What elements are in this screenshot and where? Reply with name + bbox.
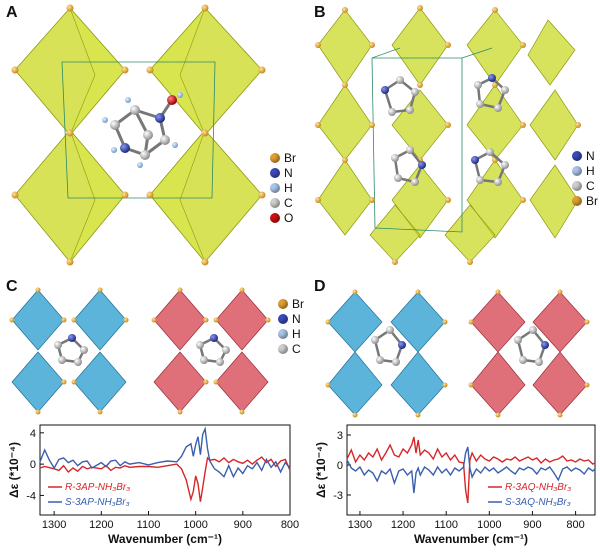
x-axis-title: Wavenumber (cm⁻¹) (414, 532, 528, 546)
legend-label: N (284, 165, 293, 180)
atom-ball-icon (572, 150, 582, 161)
legend-label: H (292, 326, 301, 341)
legend-item: H (270, 180, 296, 195)
atom-ball-icon (278, 343, 288, 354)
atom-ball-icon (270, 212, 280, 223)
legend-item: Br (572, 193, 598, 208)
legend-item: Br (270, 150, 296, 165)
x-tick-label: 1000 (477, 519, 501, 531)
plot-frame (346, 424, 596, 516)
y-tick-label: -4 (26, 490, 36, 502)
legend-item: O (270, 210, 296, 225)
legend-label: Br (586, 193, 598, 208)
legend-label: N (586, 148, 595, 163)
legend-label: N (292, 311, 301, 326)
series-legend-label: R-3AQ-NH₃Br₃ (505, 482, 571, 493)
panel-d-red-structure (468, 289, 590, 418)
legend-item: N (572, 148, 598, 163)
legend-label: H (586, 163, 595, 178)
atom-ball-icon (572, 165, 582, 176)
series-line-0 (346, 436, 596, 504)
x-axis-title: Wavenumber (cm⁻¹) (108, 532, 222, 546)
atom-ball-icon (270, 167, 280, 178)
legend-item: C (278, 341, 304, 356)
legend-label: O (284, 210, 294, 225)
y-tick-label: 3 (337, 430, 343, 442)
legend-label: C (292, 341, 301, 356)
x-tick-label: 1000 (183, 519, 207, 531)
atom-ball-icon (270, 197, 280, 208)
y-axis-title: Δε (*10⁻⁴) (7, 442, 21, 498)
legend-item: N (270, 165, 296, 180)
octahedron (14, 7, 126, 136)
x-tick-label: 1300 (348, 519, 372, 531)
legend-item: H (278, 326, 304, 341)
y-tick-label: 0 (30, 459, 36, 471)
legend-label: C (586, 178, 595, 193)
series-legend-label: R-3AP-NH₃Br₃ (65, 482, 130, 493)
atom-ball-icon (278, 328, 288, 339)
x-tick-label: 1100 (434, 519, 458, 531)
octahedron (149, 7, 263, 136)
x-tick-label: 900 (234, 519, 252, 531)
y-axis-title: Δε (*10⁻⁴) (314, 442, 328, 498)
legend-item: C (270, 195, 296, 210)
octahedron (149, 129, 263, 263)
x-tick-label: 800 (566, 519, 584, 531)
legend-label: H (284, 180, 293, 195)
octahedron (14, 129, 126, 263)
x-tick-label: 900 (523, 519, 541, 531)
legend-item: N (278, 311, 304, 326)
series-legend-label: S-3AP-NH₃Br₃ (65, 497, 130, 508)
x-tick-label: 1200 (89, 519, 113, 531)
legend-label: Br (284, 150, 296, 165)
series-legend-label: S-3AQ-NH₃Br₃ (505, 497, 571, 508)
atom-ball-icon (572, 195, 582, 206)
panel-c-blue-structure (9, 287, 129, 415)
y-tick-label: -3 (333, 490, 343, 502)
x-tick-label: 800 (281, 519, 299, 531)
cd-spectrum-chart-c: 1300 1200 1100 1000 900 800 4 0 -4 Wavenumber (cm… (7, 424, 299, 546)
legend-item: Br (278, 296, 304, 311)
legend-label: Br (292, 296, 304, 311)
atom-ball-icon (278, 298, 288, 309)
series-line-1 (346, 446, 596, 494)
panel-b-structure (315, 5, 581, 265)
panel-a-structure (11, 4, 266, 266)
series-line-0 (39, 456, 291, 502)
panel-label-c: C (6, 278, 18, 295)
atom-ball-icon (572, 180, 582, 191)
legend-panel-c: Br N H C (278, 296, 304, 356)
series-line-1 (39, 426, 291, 479)
legend-panel-a: Br N H C O (270, 150, 296, 225)
panel-label-a: A (6, 4, 18, 21)
legend-item: C (572, 178, 598, 193)
legend-label: C (284, 195, 293, 210)
atom-ball-icon (270, 182, 280, 193)
panel-label-b: B (314, 4, 326, 21)
panel-c-red-structure (151, 287, 271, 415)
x-tick-label: 1100 (137, 519, 161, 531)
legend-item: H (572, 163, 598, 178)
x-tick-label: 1200 (391, 519, 415, 531)
legend-panel-b: N H C Br (572, 148, 598, 208)
y-tick-label: 0 (337, 460, 343, 472)
cd-spectrum-chart-d: 1300 1200 1100 1000 900 800 3 0 -3 Wavenumber (cm… (314, 424, 596, 546)
panel-label-d: D (314, 278, 326, 295)
atom-ball-icon (270, 152, 280, 163)
atom-ball-icon (278, 313, 288, 324)
panel-d-blue-structure (325, 289, 448, 418)
y-tick-label: 4 (30, 428, 36, 440)
x-tick-label: 1300 (42, 519, 66, 531)
